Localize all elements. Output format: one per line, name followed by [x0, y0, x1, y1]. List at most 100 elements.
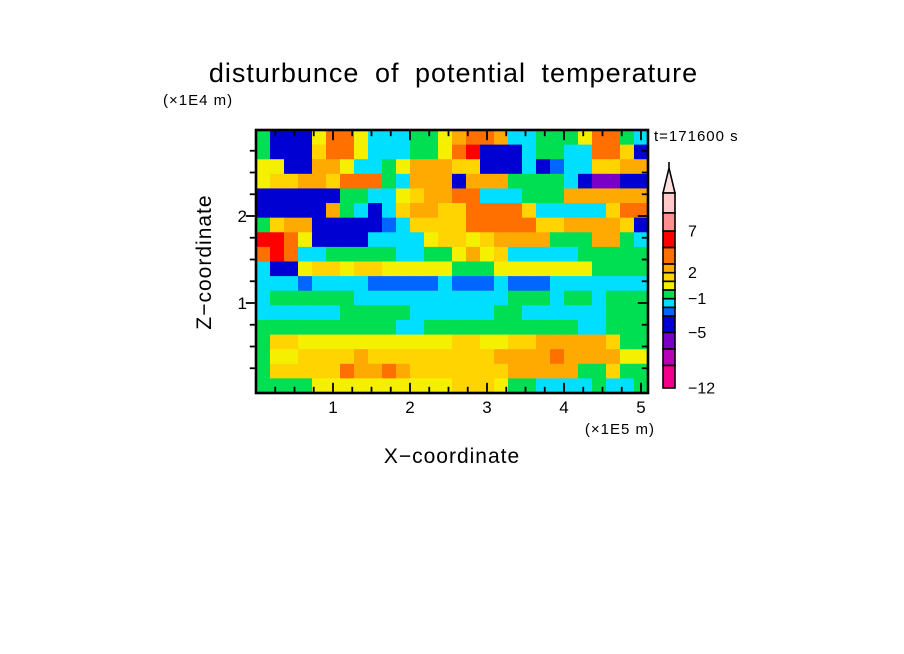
- heatmap-cell: [312, 363, 327, 379]
- heatmap-cell: [438, 159, 453, 175]
- heatmap-cell: [424, 261, 439, 277]
- y-tick-label-1: 1: [238, 294, 247, 313]
- heatmap-cell: [424, 130, 439, 146]
- heatmap-cell: [452, 188, 467, 204]
- heatmap-cell: [508, 363, 523, 379]
- heatmap-cell: [522, 363, 537, 379]
- heatmap-cell: [284, 203, 299, 219]
- heatmap-cell: [578, 363, 593, 379]
- heatmap-cell: [382, 246, 397, 263]
- heatmap-cell: [270, 130, 285, 146]
- heatmap-cell: [452, 334, 467, 350]
- heatmap-layer: [256, 130, 649, 394]
- heatmap-cell: [340, 203, 355, 219]
- heatmap-cell: [522, 203, 537, 219]
- heatmap-cell: [620, 188, 635, 204]
- heatmap-cell: [578, 378, 593, 394]
- heatmap-cell: [298, 173, 313, 190]
- heatmap-cell: [592, 378, 607, 394]
- heatmap-cell: [620, 319, 635, 336]
- heatmap-cell: [438, 203, 453, 219]
- heatmap-cell: [634, 334, 649, 350]
- heatmap-cell: [480, 334, 495, 350]
- heatmap-cell: [522, 217, 537, 233]
- heatmap-cell: [466, 276, 481, 292]
- heatmap-cell: [298, 232, 313, 248]
- heatmap-cell: [424, 290, 439, 306]
- heatmap-cell: [452, 159, 467, 175]
- heatmap-cell: [354, 305, 369, 321]
- heatmap-cell: [438, 188, 453, 204]
- heatmap-cell: [382, 217, 397, 233]
- heatmap-cell: [382, 334, 397, 350]
- heatmap-cell: [606, 276, 621, 292]
- heatmap-cell: [466, 188, 481, 204]
- heatmap-cell: [550, 290, 565, 306]
- heatmap-cell: [634, 232, 649, 248]
- heatmap-cell: [466, 159, 481, 175]
- heatmap-cell: [438, 349, 453, 365]
- heatmap-cell: [606, 319, 621, 336]
- heatmap-cell: [564, 378, 579, 394]
- heatmap-cell: [382, 173, 397, 190]
- heatmap-cell: [354, 349, 369, 365]
- heatmap-cell: [270, 349, 285, 365]
- heatmap-cell: [466, 334, 481, 350]
- heatmap-cell: [382, 261, 397, 277]
- heatmap-cell: [466, 232, 481, 248]
- heatmap-cell: [508, 173, 523, 190]
- heatmap-cell: [620, 305, 635, 321]
- heatmap-cell: [634, 144, 649, 160]
- heatmap-cell: [382, 290, 397, 306]
- heatmap-cell: [382, 203, 397, 219]
- heatmap-cell: [340, 261, 355, 277]
- heatmap-cell: [606, 232, 621, 248]
- heatmap-cell: [326, 246, 341, 263]
- x-tick-label-3: 3: [482, 398, 491, 417]
- heatmap-cell: [508, 349, 523, 365]
- heatmap-cell: [410, 203, 425, 219]
- heatmap-cell: [354, 232, 369, 248]
- heatmap-cell: [340, 246, 355, 263]
- colorbar-label-−12: −12: [688, 381, 715, 398]
- heatmap-cell: [354, 188, 369, 204]
- heatmap-cell: [354, 217, 369, 233]
- heatmap-cell: [424, 188, 439, 204]
- heatmap-cell: [270, 203, 285, 219]
- heatmap-cell: [508, 246, 523, 263]
- heatmap-cell: [396, 130, 411, 146]
- heatmap-cell: [634, 159, 649, 175]
- heatmap-cell: [326, 159, 341, 175]
- heatmap-cell: [620, 130, 635, 146]
- heatmap-cell: [522, 188, 537, 204]
- time-annotation: t=171600 s: [654, 128, 739, 145]
- heatmap-cell: [438, 217, 453, 233]
- heatmap-cell: [382, 232, 397, 248]
- heatmap-cell: [620, 276, 635, 292]
- heatmap-cell: [312, 319, 327, 336]
- heatmap-cell: [564, 130, 579, 146]
- heatmap-cell: [424, 378, 439, 394]
- heatmap-cell: [270, 363, 285, 379]
- heatmap-cell: [270, 217, 285, 233]
- heatmap-cell: [312, 290, 327, 306]
- heatmap-cell: [578, 319, 593, 336]
- heatmap-cell: [298, 246, 313, 263]
- heatmap-cell: [284, 363, 299, 379]
- heatmap-cell: [340, 334, 355, 350]
- heatmap-cell: [606, 363, 621, 379]
- heatmap-cell: [480, 188, 495, 204]
- heatmap-cell: [578, 305, 593, 321]
- heatmap-cell: [284, 144, 299, 160]
- heatmap-cell: [298, 188, 313, 204]
- heatmap-cell: [592, 290, 607, 306]
- heatmap-cell: [522, 290, 537, 306]
- heatmap-cell: [312, 144, 327, 160]
- heatmap-cell: [340, 217, 355, 233]
- heatmap-cell: [326, 144, 341, 160]
- heatmap-cell: [424, 334, 439, 350]
- heatmap-cell: [438, 290, 453, 306]
- heatmap-cell: [382, 130, 397, 146]
- x-tick-label-4: 4: [559, 398, 568, 417]
